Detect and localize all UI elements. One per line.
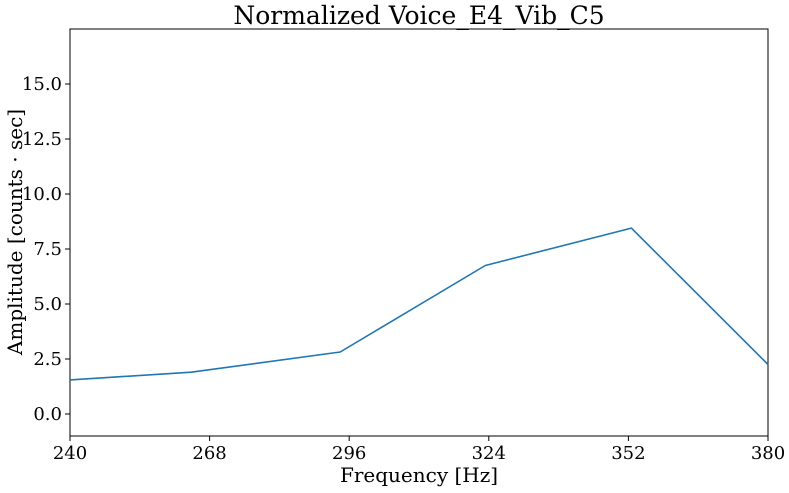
y-tick-label: 0.0: [33, 404, 62, 425]
x-tick-label: 380: [751, 443, 785, 464]
y-axis-label: Amplitude [counts · sec]: [3, 109, 27, 356]
series-line-1: [69, 227, 769, 381]
x-tick-label: 324: [472, 443, 506, 464]
x-axis-label: Frequency [Hz]: [340, 463, 498, 487]
y-tick-label: 15.0: [22, 74, 62, 95]
y-tick-label: 12.5: [22, 129, 62, 150]
y-tick-label: 7.5: [33, 239, 62, 260]
x-tick-label: 240: [53, 443, 87, 464]
series-layer: [69, 227, 769, 381]
chart-title: Normalized Voice_E4_Vib_C5: [233, 1, 604, 30]
x-tick-label: 296: [332, 443, 366, 464]
y-tick-label: 5.0: [33, 294, 62, 315]
y-tick-label: 2.5: [33, 349, 62, 370]
y-axis: 0.0 2.5 5.0 7.5 10.0 12.5 15.0: [22, 74, 70, 425]
plot-frame: [69, 28, 769, 437]
x-axis: 240 268 296 324 352 380: [53, 436, 785, 464]
x-tick-label: 352: [611, 443, 645, 464]
y-tick-label: 10.0: [22, 184, 62, 205]
x-tick-label: 268: [192, 443, 226, 464]
